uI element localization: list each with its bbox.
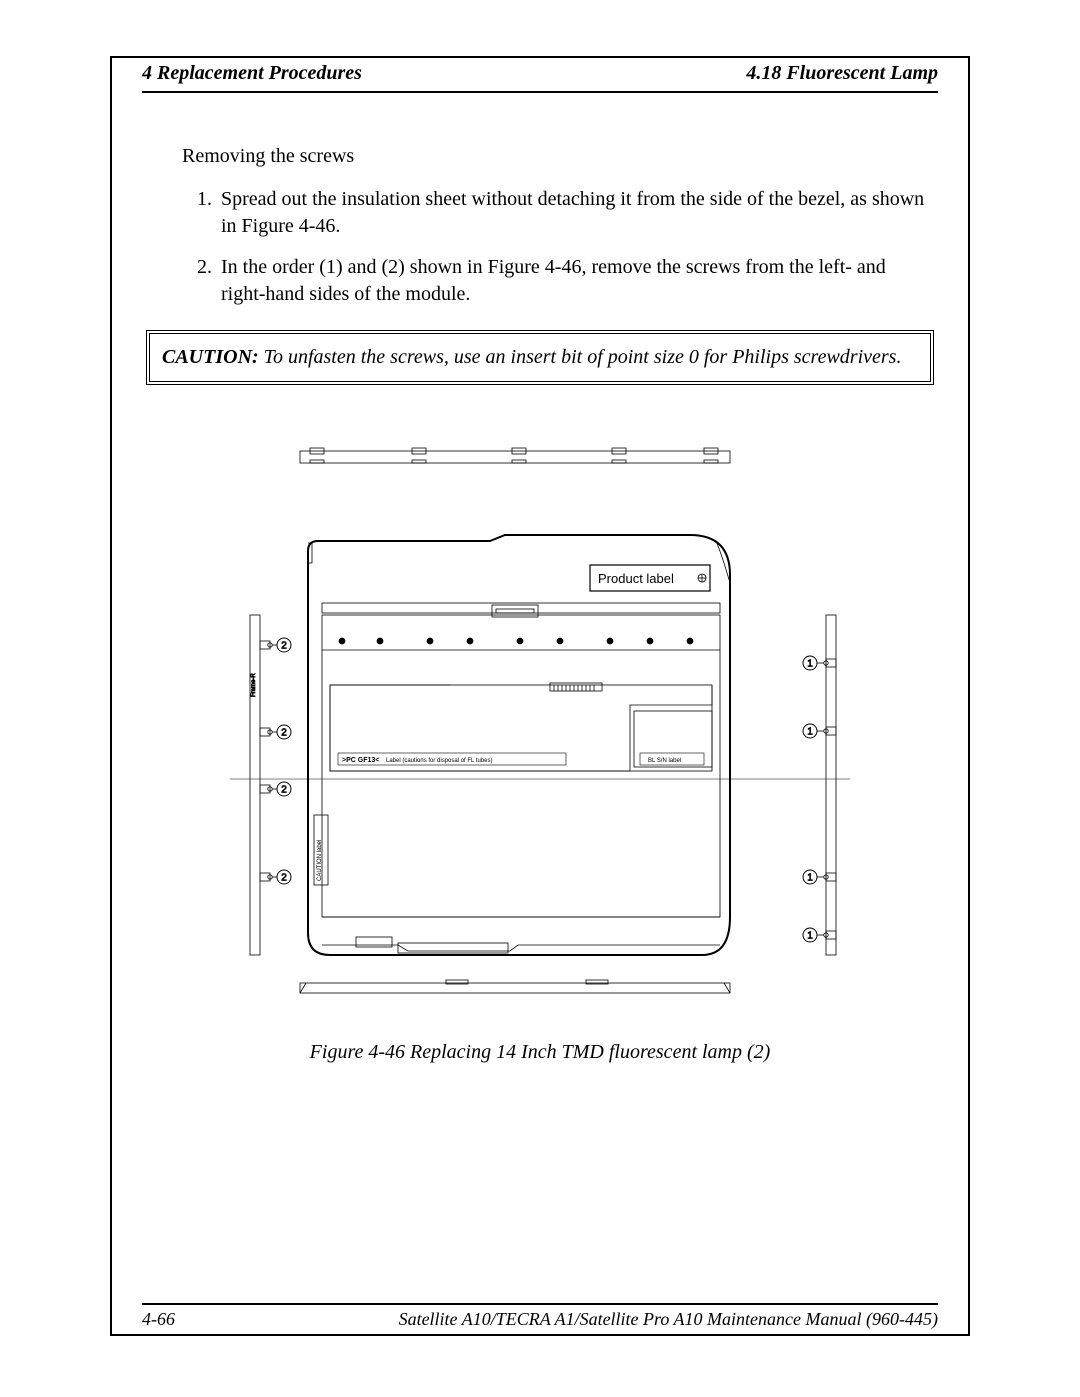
product-label-text: Product label [598, 571, 674, 586]
page-frame: 4 Replacement Procedures 4.18 Fluorescen… [110, 56, 970, 1336]
svg-text:2: 2 [281, 785, 287, 796]
header-right: 4.18 Fluorescent Lamp [746, 62, 938, 85]
svg-text:1: 1 [807, 727, 813, 738]
disposal-label: Label (cautions for disposal of FL tubes… [386, 758, 493, 764]
caution-box: CAUTION: To unfasten the screws, use an … [146, 330, 934, 385]
procedure-steps: Spread out the insulation sheet without … [217, 186, 928, 308]
header-left: 4 Replacement Procedures [142, 62, 362, 85]
section-heading: Removing the screws [182, 145, 938, 168]
footer-page: 4-66 [142, 1309, 175, 1330]
caution-body: To unfasten the screws, use an insert bi… [259, 346, 902, 368]
page-footer: 4-66 Satellite A10/TECRA A1/Satellite Pr… [142, 1303, 938, 1334]
svg-text:2: 2 [281, 873, 287, 884]
pc-gf13-label: >PC GF13< [342, 757, 379, 764]
caution-prefix: CAUTION: [162, 346, 259, 368]
svg-text:2: 2 [281, 641, 287, 652]
step-1: Spread out the insulation sheet without … [217, 186, 928, 240]
caution-label-text: CAUTION label [317, 840, 323, 881]
figure-diagram: Product label [230, 445, 850, 1015]
figure-caption: Figure 4-46 Replacing 14 Inch TMD fluore… [142, 1041, 938, 1064]
svg-text:1: 1 [807, 659, 813, 670]
bl-sn-label: BL S/N label [648, 758, 681, 764]
svg-text:Frame-R: Frame-R [251, 673, 257, 697]
footer-manual: Satellite A10/TECRA A1/Satellite Pro A10… [399, 1309, 938, 1330]
step-2: In the order (1) and (2) shown in Figure… [217, 254, 928, 308]
svg-text:1: 1 [807, 931, 813, 942]
svg-text:2: 2 [281, 728, 287, 739]
page-header: 4 Replacement Procedures 4.18 Fluorescen… [142, 58, 938, 93]
svg-text:1: 1 [807, 873, 813, 884]
